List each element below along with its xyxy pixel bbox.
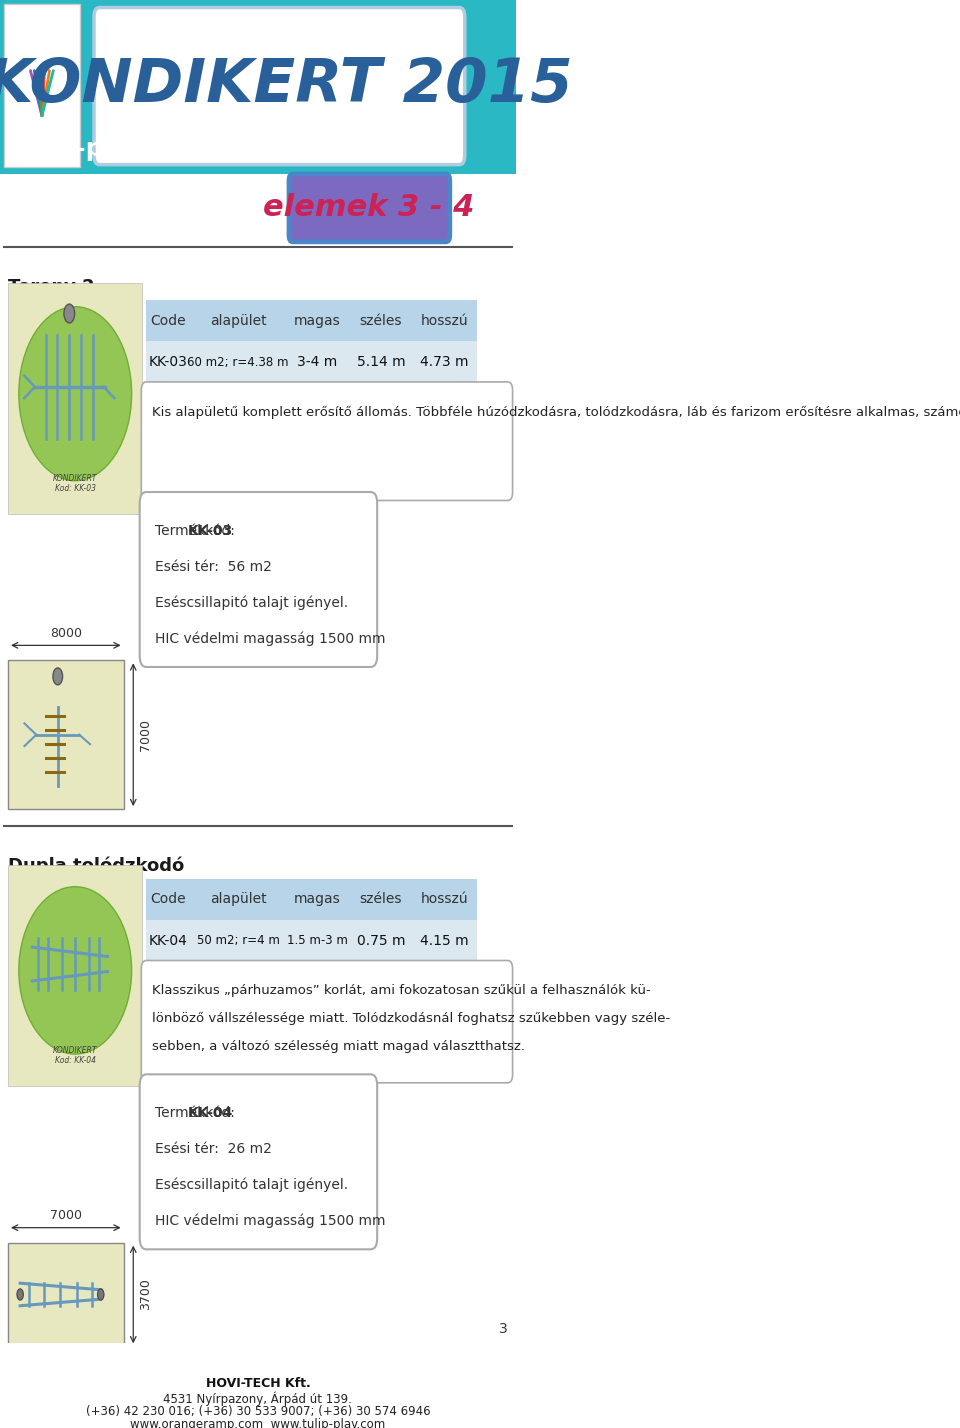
- Text: www.orangeramp.com  www.tulip-play.com: www.orangeramp.com www.tulip-play.com: [131, 1418, 386, 1428]
- FancyBboxPatch shape: [141, 381, 513, 500]
- Text: 50 m2; r=4 m: 50 m2; r=4 m: [197, 934, 279, 947]
- Text: KONDIKERT
Kod: KK-04: KONDIKERT Kod: KK-04: [53, 1045, 97, 1065]
- FancyBboxPatch shape: [349, 341, 413, 383]
- FancyBboxPatch shape: [413, 878, 476, 920]
- Text: 4.73 m: 4.73 m: [420, 356, 468, 370]
- Text: Termékkód:: Termékkód:: [155, 524, 239, 538]
- FancyBboxPatch shape: [286, 920, 349, 961]
- Text: HOVI-TECH Kft.: HOVI-TECH Kft.: [205, 1377, 310, 1391]
- Text: Dupla tolódzkodó: Dupla tolódzkodó: [8, 855, 184, 874]
- Text: 4531 Nyírpazony, Árpád út 139.: 4531 Nyírpazony, Árpád út 139.: [163, 1391, 352, 1407]
- FancyBboxPatch shape: [0, 0, 516, 174]
- FancyBboxPatch shape: [190, 920, 286, 961]
- FancyBboxPatch shape: [413, 300, 476, 341]
- Text: (+36) 42 230 016; (+36) 30 533 9007; (+36) 30 574 6946: (+36) 42 230 016; (+36) 30 533 9007; (+3…: [85, 1405, 430, 1418]
- FancyBboxPatch shape: [146, 920, 190, 961]
- Text: KK-04: KK-04: [149, 934, 187, 948]
- FancyBboxPatch shape: [4, 4, 80, 167]
- Text: 7000: 7000: [50, 1210, 82, 1222]
- Circle shape: [53, 668, 62, 685]
- Text: 3-4 m: 3-4 m: [298, 356, 338, 370]
- Text: hosszú: hosszú: [420, 314, 468, 328]
- FancyBboxPatch shape: [0, 1361, 516, 1368]
- FancyBboxPatch shape: [146, 878, 190, 920]
- Text: 8000: 8000: [50, 627, 82, 640]
- FancyBboxPatch shape: [190, 341, 286, 383]
- Text: 5.14 m: 5.14 m: [356, 356, 405, 370]
- Text: KONDIKERT
Kod: KK-03: KONDIKERT Kod: KK-03: [53, 474, 97, 493]
- Text: Eséscsillapitó talajt igényel.: Eséscsillapitó talajt igényel.: [155, 595, 348, 610]
- FancyBboxPatch shape: [8, 864, 142, 1085]
- FancyBboxPatch shape: [140, 1074, 377, 1250]
- FancyBboxPatch shape: [413, 341, 476, 383]
- Circle shape: [17, 1289, 23, 1299]
- Text: KONDIKERT 2015: KONDIKERT 2015: [0, 56, 573, 114]
- FancyBboxPatch shape: [140, 493, 377, 667]
- Text: 3700: 3700: [138, 1278, 152, 1311]
- Text: HIC védelmi magasság 1500 mm: HIC védelmi magasság 1500 mm: [155, 631, 385, 645]
- Text: Code: Code: [151, 314, 186, 328]
- Text: KK-03: KK-03: [188, 524, 233, 538]
- FancyBboxPatch shape: [146, 300, 190, 341]
- Circle shape: [98, 1289, 104, 1299]
- Text: Torony 2.: Torony 2.: [8, 277, 102, 296]
- FancyBboxPatch shape: [286, 300, 349, 341]
- Text: KK-03: KK-03: [149, 356, 187, 370]
- Circle shape: [64, 304, 75, 323]
- Text: HIC védelmi magasság 1500 mm: HIC védelmi magasság 1500 mm: [155, 1214, 385, 1228]
- Text: 7000: 7000: [138, 718, 152, 751]
- Text: magas: magas: [294, 314, 341, 328]
- Text: széles: széles: [360, 892, 402, 907]
- FancyBboxPatch shape: [349, 878, 413, 920]
- FancyBboxPatch shape: [349, 920, 413, 961]
- FancyBboxPatch shape: [190, 878, 286, 920]
- Text: 3: 3: [499, 1322, 508, 1335]
- Text: 0.75 m: 0.75 m: [357, 934, 405, 948]
- Text: lönböző vállszélessége miatt. Tolódzkodásnál foghatsz szűkebben vagy széle-: lönböző vállszélessége miatt. Tolódzkodá…: [152, 1012, 670, 1025]
- Text: magas: magas: [294, 892, 341, 907]
- Text: Termékkód:: Termékkód:: [155, 1107, 239, 1121]
- Ellipse shape: [19, 887, 132, 1054]
- FancyBboxPatch shape: [349, 300, 413, 341]
- Text: alapület: alapület: [209, 314, 266, 328]
- Text: széles: széles: [360, 314, 402, 328]
- Text: Esési tér:  56 m2: Esési tér: 56 m2: [155, 560, 272, 574]
- FancyBboxPatch shape: [8, 660, 124, 810]
- Text: 1.5 m-3 m: 1.5 m-3 m: [287, 934, 348, 947]
- FancyBboxPatch shape: [94, 7, 465, 164]
- FancyBboxPatch shape: [8, 283, 142, 514]
- FancyBboxPatch shape: [146, 341, 190, 383]
- FancyBboxPatch shape: [413, 920, 476, 961]
- FancyBboxPatch shape: [8, 1242, 124, 1347]
- FancyBboxPatch shape: [286, 341, 349, 383]
- FancyBboxPatch shape: [190, 300, 286, 341]
- Text: Esési tér:  26 m2: Esési tér: 26 m2: [155, 1142, 272, 1157]
- Text: Klasszikus „párhuzamos” korlát, ami fokozatosan szűkül a felhasználók kü-: Klasszikus „párhuzamos” korlát, ami foko…: [152, 984, 651, 997]
- Text: Code: Code: [151, 892, 186, 907]
- Text: hosszú: hosszú: [420, 892, 468, 907]
- Text: Eséscsillapitó talajt igényel.: Eséscsillapitó talajt igényel.: [155, 1178, 348, 1192]
- Text: 4.15 m: 4.15 m: [420, 934, 468, 948]
- Ellipse shape: [19, 307, 132, 481]
- FancyBboxPatch shape: [141, 961, 513, 1082]
- Text: Tulip-play.com: Tulip-play.com: [9, 137, 211, 161]
- Text: elemek 3 - 4: elemek 3 - 4: [263, 193, 475, 223]
- FancyBboxPatch shape: [289, 174, 449, 241]
- Text: alapület: alapület: [209, 892, 266, 907]
- Text: KK-04: KK-04: [188, 1107, 233, 1121]
- FancyBboxPatch shape: [286, 878, 349, 920]
- Text: 60 m2; r=4.38 m: 60 m2; r=4.38 m: [187, 356, 289, 368]
- Text: Kis alapületű komplett erősítő állomás. Többféle húzódzkodásra, tolódzkodásra, l: Kis alapületű komplett erősítő állomás. …: [152, 406, 960, 418]
- Text: sebben, a változó szélesség miatt magad választthatsz.: sebben, a változó szélesség miatt magad …: [152, 1041, 525, 1054]
